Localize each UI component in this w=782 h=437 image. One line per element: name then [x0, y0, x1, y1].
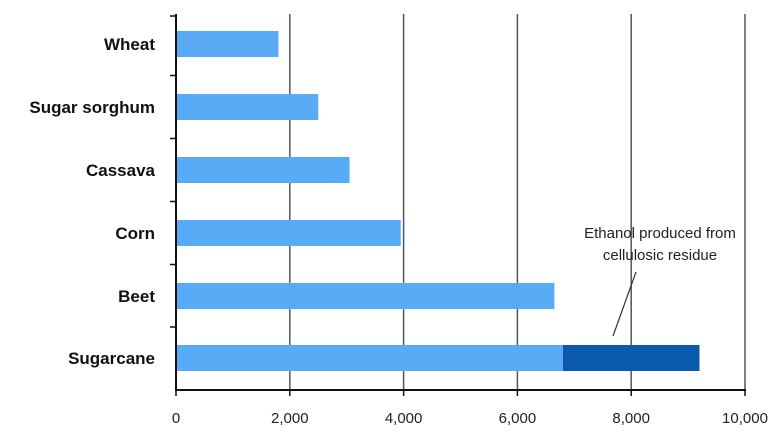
gridlines	[289, 14, 746, 390]
annotation-line-1: Ethanol produced from	[584, 225, 736, 242]
category-labels: Wheat Sugar sorghum Cassava Corn Beet Sugarca…	[29, 35, 155, 368]
category-label-sugarcane: Sugarcane	[68, 349, 155, 368]
category-label-wheat: Wheat	[104, 35, 155, 54]
bar-sugarcane-series-2	[562, 345, 700, 371]
bar-cassava-series-1	[176, 157, 350, 183]
category-label-cassava: Cassava	[86, 161, 156, 180]
bars	[176, 31, 700, 371]
bar-wheat-series-1	[176, 31, 279, 57]
axes	[170, 14, 746, 396]
x-tick-label-4000: 4,000	[385, 410, 423, 427]
x-tick-label-0: 0	[172, 410, 180, 427]
category-label-beet: Beet	[118, 287, 155, 306]
bar-sugar-sorghum-series-1	[176, 94, 319, 120]
x-tick-labels: 0 2,000 4,000 6,000 8,000 10,000	[172, 410, 768, 427]
annotation-pointer	[612, 271, 637, 337]
x-tick-label-6000: 6,000	[499, 410, 537, 427]
x-tick-label-2000: 2,000	[271, 410, 309, 427]
category-label-corn: Corn	[115, 224, 155, 243]
annotation-line-2: cellulosic residue	[603, 247, 717, 264]
category-label-sugar-sorghum: Sugar sorghum	[29, 98, 155, 117]
bar-sugarcane-series-1	[176, 345, 563, 371]
bar-beet-series-1	[176, 283, 555, 309]
x-tick-label-10000: 10,000	[722, 410, 768, 427]
x-tick-label-8000: 8,000	[612, 410, 650, 427]
bar-corn-series-1	[176, 220, 401, 246]
annotation: Ethanol produced from cellulosic residue	[584, 225, 736, 337]
